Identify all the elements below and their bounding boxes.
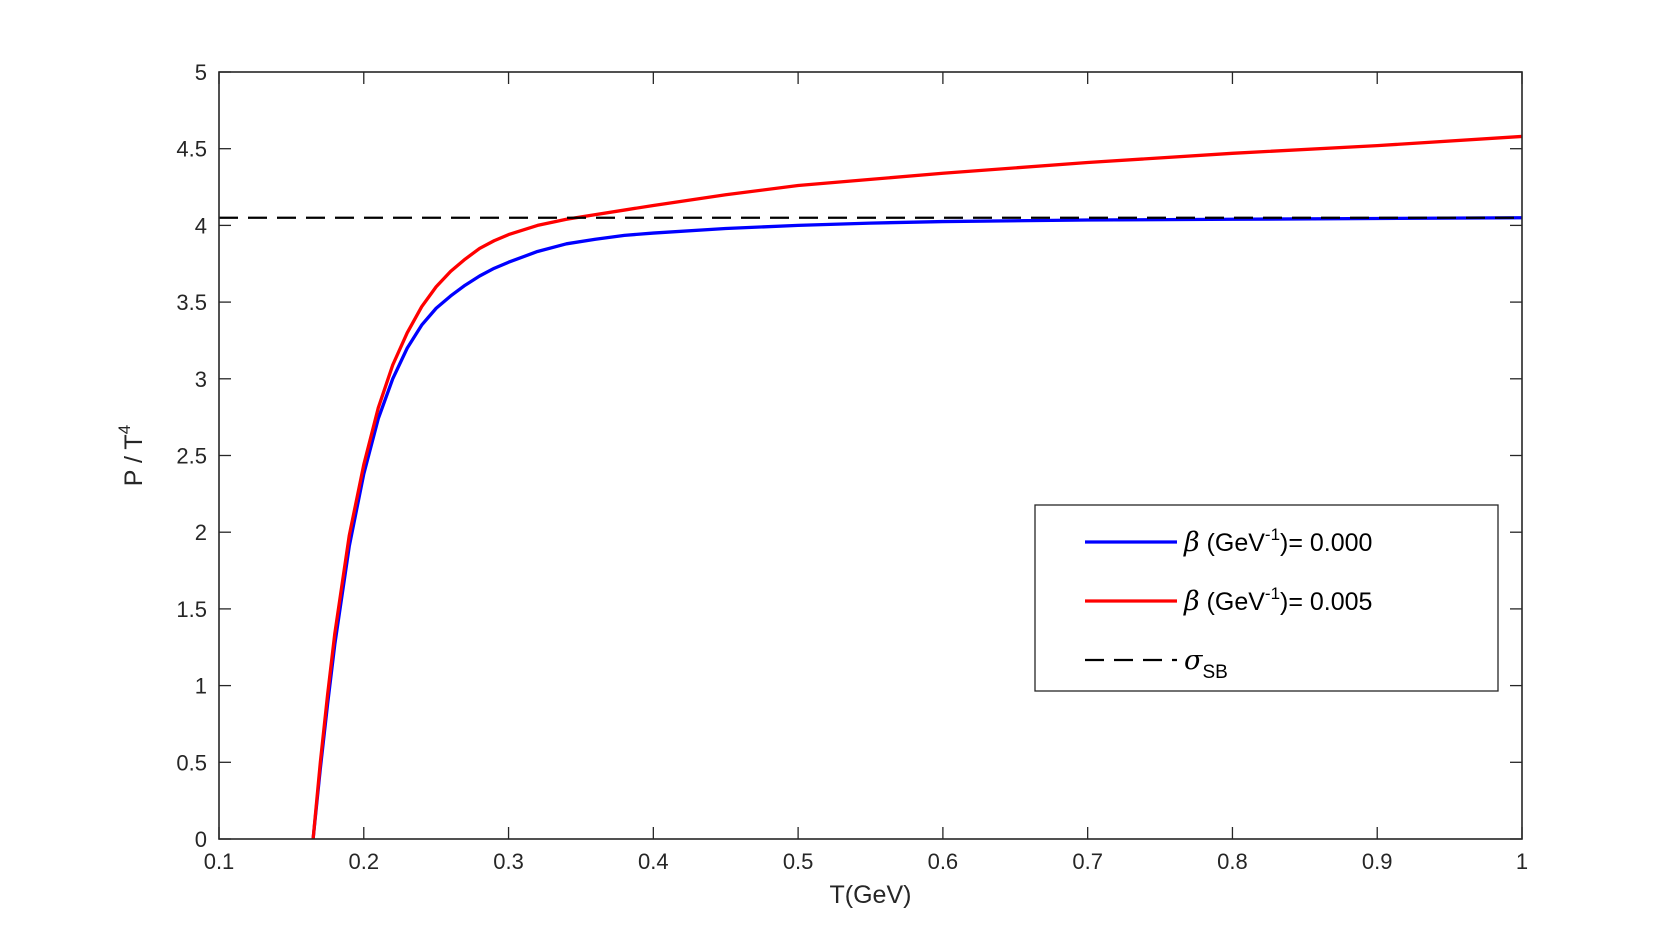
y-tick-label: 3.5 — [176, 290, 207, 315]
series-line-beta-0-000 — [311, 216, 1523, 840]
legend-label-subscript: SB — [1202, 662, 1227, 683]
y-axis-title-base: P / T — [120, 434, 148, 486]
legend-box — [1034, 504, 1499, 692]
legend-symbol: β — [1183, 586, 1200, 617]
legend-label-prefix: (GeV — [1200, 588, 1266, 616]
y-axis-title: P / T4 — [115, 425, 148, 486]
y-tick-label: 0.5 — [176, 750, 207, 775]
y-tick-label: 4 — [195, 213, 207, 238]
x-tick-label: 0.6 — [928, 849, 959, 874]
series-line-beta-0-005 — [311, 134, 1523, 840]
y-axis-title-exponent: 4 — [115, 425, 134, 434]
y-tick-label: 1 — [195, 674, 207, 699]
series-layer — [219, 134, 1523, 840]
x-tick-label: 0.8 — [1217, 849, 1248, 874]
legend-symbol: β — [1183, 527, 1200, 558]
x-tick-label: 0.3 — [493, 849, 524, 874]
legend-entry-beta-0-005: β (GeV-1)= 0.005 — [1183, 584, 1372, 617]
y-tick-label: 4.5 — [176, 137, 207, 162]
legend-entry-sigma-sb: σSB — [1184, 645, 1228, 683]
x-tick-label: 1 — [1516, 849, 1528, 874]
legend-label-superscript: -1 — [1265, 525, 1280, 544]
y-tick-label: 1.5 — [176, 597, 207, 622]
x-tick-label: 0.4 — [638, 849, 669, 874]
legend-label-superscript: -1 — [1265, 584, 1280, 603]
legend-label-value: )= 0.005 — [1280, 588, 1372, 616]
legend-entry-beta-0-000: β (GeV-1)= 0.000 — [1183, 525, 1372, 558]
y-tick-label: 2 — [195, 520, 207, 545]
tick-layer: 0.1 0.2 0.3 0.4 0.5 0.6 0.7 0.8 0.9 1 0 0.5 1 1.5 2 2.5… — [176, 60, 1528, 874]
y-tick-label: 5 — [195, 60, 207, 85]
y-tick-label: 2.5 — [176, 444, 207, 469]
legend-symbol: σ — [1184, 645, 1204, 676]
x-tick-label: 0.9 — [1362, 849, 1393, 874]
y-tick-label: 3 — [195, 367, 207, 392]
x-tick-label: 0.2 — [348, 849, 379, 874]
x-tick-label: 0.5 — [783, 849, 814, 874]
x-tick-label: 0.7 — [1072, 849, 1103, 874]
legend-label-prefix: (GeV — [1200, 529, 1266, 557]
y-tick-label: 0 — [195, 827, 207, 852]
x-tick-label: 0.1 — [204, 849, 235, 874]
legend-label-value: )= 0.000 — [1280, 529, 1372, 557]
x-axis-title: T(GeV) — [830, 881, 912, 909]
